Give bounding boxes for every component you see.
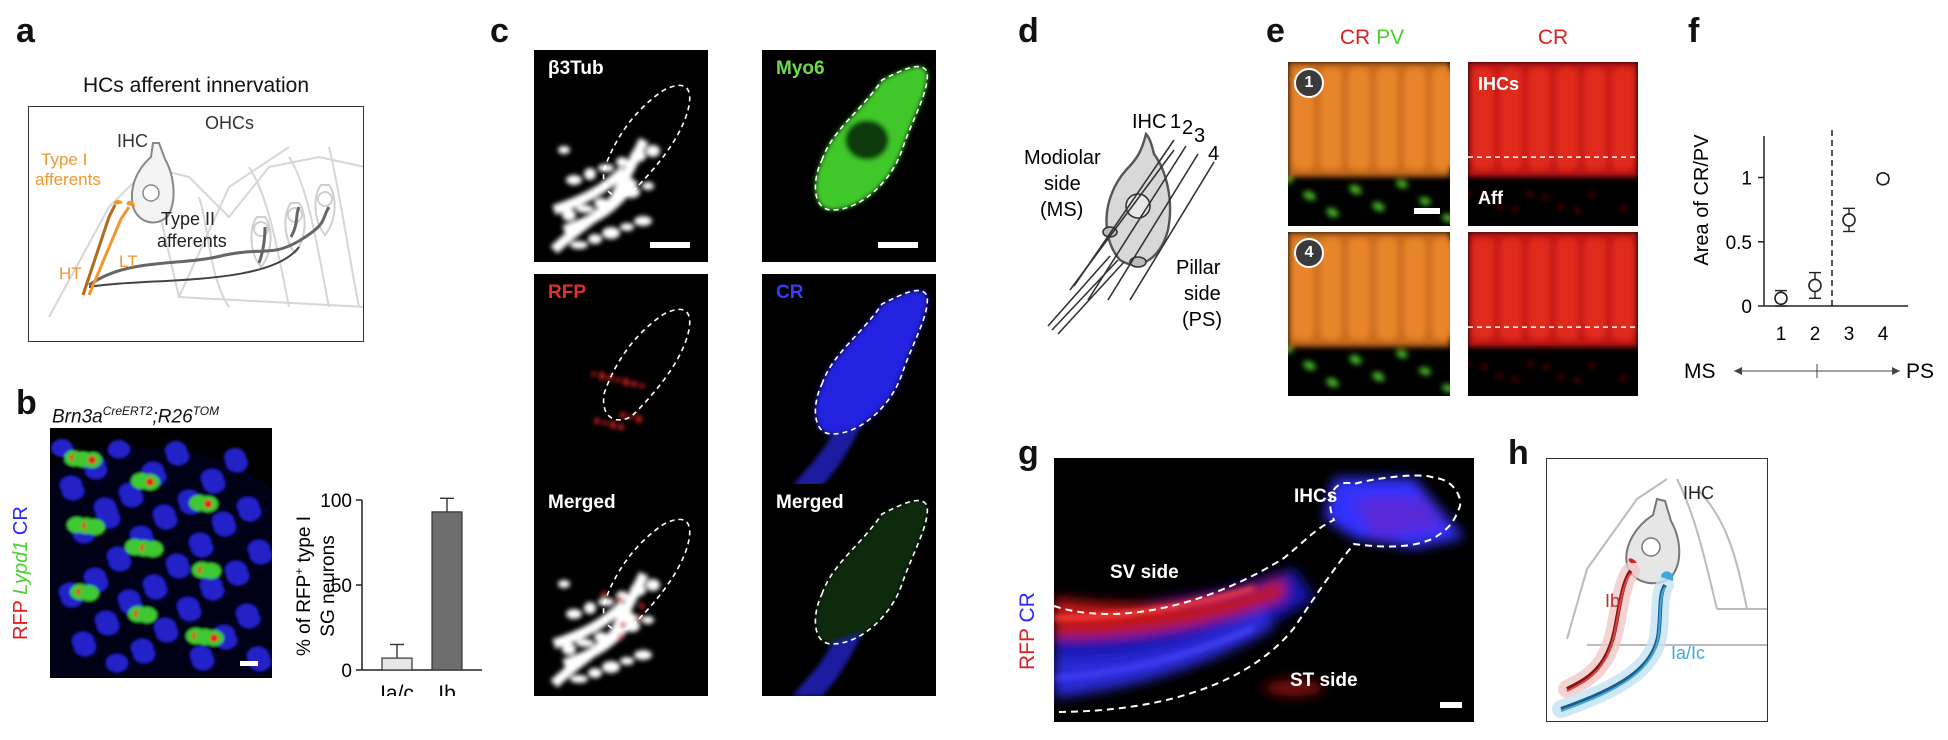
panel-a-type2b-label: afferents (157, 231, 227, 251)
panel-a-type2-label: Type II (161, 209, 215, 229)
panel-f-scatter-chart: 0 0.5 1 1 2 3 4 Area of CR/PV MS PS (1684, 126, 1934, 383)
panel-g-sv-label: SV side (1110, 562, 1179, 583)
panel-e-letter: e (1266, 12, 1285, 50)
panel-e-col2-header: CR (1537, 26, 1569, 49)
y-axis-label-2: SG neurons (318, 535, 339, 636)
panel-c-tile-label: Merged (776, 492, 844, 513)
panel-d-line-4: 4 (1208, 143, 1219, 165)
x-tick-label: 4 (1878, 324, 1889, 345)
panel-a-ohcs-label: OHCs (205, 113, 254, 133)
panel-f-letter: f (1688, 12, 1700, 50)
y-tick-label: 0.5 (1726, 233, 1752, 254)
panel-h-ib-label: Ib (1605, 591, 1620, 611)
panel-e-slice-badge: 4 (1294, 238, 1324, 268)
panel-c-tile-label: Merged (548, 492, 616, 513)
panel-e-ihcs-label: IHCs (1478, 74, 1520, 94)
panel-b-genotype: Brn3aCreERT2;R26TOM (52, 404, 220, 428)
panel-a-letter: a (16, 12, 35, 50)
bar-Ia/c (381, 657, 413, 671)
y-tick-label: 1 (1741, 169, 1752, 190)
bar-Ib (431, 511, 463, 671)
panel-d-line-1: 1 (1170, 111, 1181, 133)
panel-c-tile-label: CR (776, 282, 804, 303)
panel-g-st-label: ST side (1290, 670, 1358, 691)
panel-c-letter: c (490, 12, 509, 50)
scale-bar (1440, 702, 1462, 708)
panel-c-tile-4: CR (762, 274, 936, 486)
x-tick-label: Ia/c (380, 682, 414, 696)
panel-a-ihc-label: IHC (117, 131, 148, 151)
panel-a-title: HCs afferent innervation (82, 74, 310, 97)
panel-d-modiolar: Modiolar (1024, 147, 1101, 169)
panel-d-ms: (MS) (1040, 199, 1083, 221)
panel-c-tile-6: Merged (762, 484, 936, 696)
panel-e-slice-badge: 1 (1294, 68, 1324, 98)
panel-c-tile-1: β3Tub (534, 50, 708, 262)
data-point-2 (1808, 278, 1822, 293)
data-point-3 (1842, 213, 1856, 227)
panel-e-aff-label: Aff (1478, 188, 1503, 208)
panel-h-letter: h (1508, 434, 1529, 472)
panel-e-tile-4 (1468, 232, 1638, 396)
panel-c-tile-2: Myo6 (762, 50, 936, 262)
panel-h-diagram: IHC Ib Ia/Ic (1546, 458, 1768, 722)
data-point-4 (1876, 172, 1890, 186)
x-tick-label: 2 (1810, 324, 1821, 345)
panel-e-tile-2: IHCs Aff (1468, 62, 1638, 226)
panel-e-col1-header: CR PV (1339, 26, 1405, 49)
panel-a-ht-label: HT (59, 264, 82, 283)
scale-bar (878, 242, 918, 248)
panel-g-stain-label: RFP CR (1016, 592, 1039, 670)
panel-d-ihc-label: IHC (1132, 111, 1166, 133)
y-tick-label: 0 (341, 661, 352, 682)
panel-h-iaic-label: Ia/Ic (1671, 643, 1705, 663)
panel-c-tile-label: β3Tub (548, 58, 604, 79)
panel-h-ihc-label: IHC (1683, 483, 1714, 503)
scale-bar (240, 661, 258, 666)
panel-a-type1b-label: afferents (35, 170, 101, 189)
x-tick-label: 1 (1776, 324, 1787, 345)
panel-b-letter: b (16, 384, 37, 422)
data-point-1 (1774, 291, 1788, 306)
panel-d-line-3: 3 (1194, 125, 1205, 147)
panel-b-bar-chart: 0 50 100 Ia/c Ib % of RFP+ type I SG neurons (292, 491, 482, 696)
panel-e-tile-1: 1 (1288, 62, 1450, 226)
y-tick-label: 0 (1741, 297, 1752, 318)
panel-d-side: side (1044, 173, 1081, 195)
ms-label: MS (1684, 360, 1716, 383)
panel-c-tile-label: Myo6 (776, 58, 825, 79)
y-tick-label: 100 (320, 491, 352, 512)
x-tick-label: 3 (1844, 324, 1855, 345)
panel-d-pillar: Pillar (1176, 257, 1221, 279)
panel-b-stain-label: RFP Lypd1 CR (10, 506, 32, 640)
panel-c-tile-label: RFP (548, 282, 586, 303)
panel-d-ps: (PS) (1182, 309, 1222, 331)
y-axis-label: Area of CR/PV (1691, 134, 1713, 266)
panel-e-tile-3: 4 (1288, 232, 1450, 396)
panel-d-letter: d (1018, 12, 1039, 50)
panel-c-tile-3: RFP (534, 274, 708, 486)
panel-d-line-2: 2 (1182, 117, 1193, 139)
panel-b-micrograph (50, 428, 272, 678)
panel-d-diagram: IHC 1 2 3 4 Modiolar side (MS) Pillar si… (1024, 111, 1222, 335)
panel-g-micrograph: IHCs SV side ST side (1054, 458, 1474, 722)
scale-bar (1414, 208, 1440, 214)
y-axis-label: % of RFP+ type I (292, 516, 315, 656)
panel-a-type1-label: Type I (41, 150, 87, 169)
panel-c-tile-5: Merged (534, 484, 708, 696)
ps-label: PS (1906, 360, 1934, 383)
scale-bar (650, 242, 690, 248)
y-tick-label: 50 (331, 576, 352, 597)
panel-g-ihcs-label: IHCs (1294, 486, 1338, 507)
x-tick-label: Ib (438, 682, 456, 696)
panel-g-letter: g (1018, 434, 1039, 472)
panel-a-lt-label: LT (119, 252, 138, 271)
panel-d-side2: side (1184, 283, 1221, 305)
panel-a-diagram: OHCs IHC Type I afferents HT LT Type II … (28, 106, 364, 342)
